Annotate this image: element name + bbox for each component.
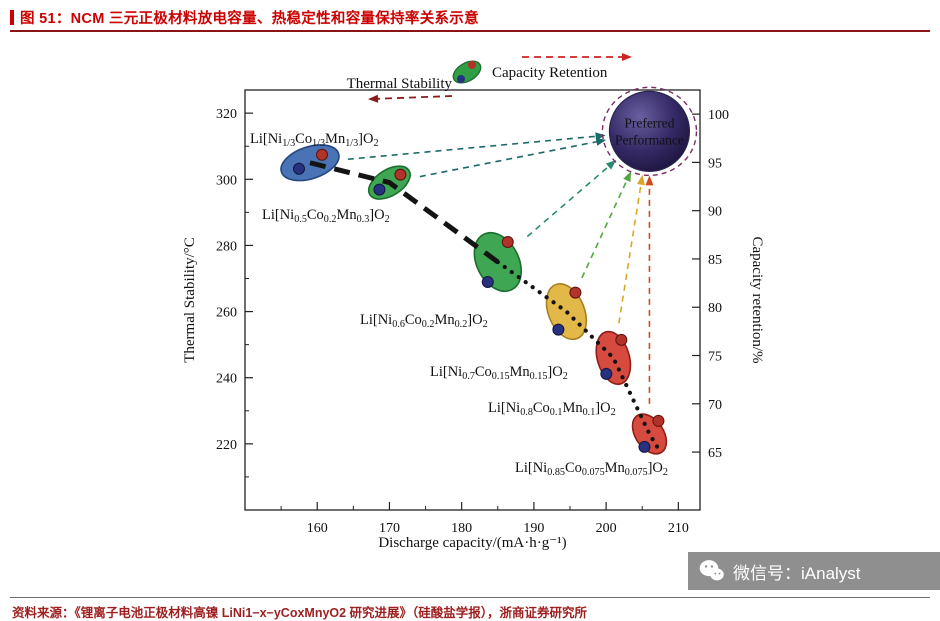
arrow-head-icon (636, 174, 645, 186)
watermark-bar: 微信号：iAnalyst (688, 552, 940, 590)
legend-blue-dot (457, 75, 465, 83)
figure-caption: 图 51：NCM 三元正极材料放电容量、热稳定性和容量保持率关系示意 (20, 10, 479, 27)
trend-line-dashed (309, 160, 500, 264)
arrow-head-icon (605, 160, 617, 170)
material-red-dot (394, 168, 407, 181)
preferred-label-line1: Preferred (624, 115, 674, 130)
material-blue-dot (552, 323, 565, 336)
material-blue-dot (293, 162, 305, 175)
y-left-tick-label: 300 (216, 173, 237, 188)
y-left-axis-title: Thermal Stability/°C (182, 237, 198, 363)
arrow-head-icon (623, 171, 632, 183)
material-label: Li[Ni1/3Co1/3Mn1/3]O2 (250, 131, 379, 149)
x-tick-label: 190 (523, 521, 544, 536)
y-right-tick-label: 85 (708, 253, 722, 268)
y-left-tick-label: 220 (216, 438, 237, 453)
y-left-tick-label: 320 (216, 107, 237, 122)
y-left-tick-label: 240 (216, 372, 237, 387)
arrow-head-icon (645, 175, 654, 186)
material-red-dot (652, 414, 665, 427)
y-left-tick-label: 280 (216, 239, 237, 254)
performance-arrow (618, 178, 643, 324)
y-right-tick-label: 65 (708, 446, 722, 461)
material-ellipse (631, 413, 668, 455)
header-divider (10, 30, 930, 32)
y-right-tick-label: 80 (708, 301, 722, 316)
x-tick-label: 170 (379, 521, 400, 536)
y-right-tick-label: 90 (708, 205, 722, 220)
figure-caption-bar: 图 51：NCM 三元正极材料放电容量、热稳定性和容量保持率关系示意 (10, 6, 479, 28)
x-tick-label: 210 (668, 521, 689, 536)
legend-red-dot (468, 61, 476, 69)
trend-line-dotted (495, 259, 661, 452)
plot-frame (244, 89, 701, 511)
x-tick-label: 160 (307, 521, 328, 536)
performance-arrow (419, 139, 603, 178)
y-left-tick-label: 260 (216, 306, 237, 321)
preferred-circle (608, 90, 691, 172)
material-ellipse (595, 330, 632, 386)
material-red-dot (316, 148, 328, 161)
y-right-tick-label: 75 (708, 350, 722, 365)
y-right-tick-label: 100 (708, 108, 729, 123)
y-right-tick-label: 70 (708, 398, 722, 413)
performance-arrow (347, 134, 602, 161)
performance-arrow (526, 162, 614, 238)
material-blue-dot (638, 440, 651, 453)
material-blue-dot (481, 275, 494, 288)
arrow-head-icon (368, 94, 379, 103)
material-label: Li[Ni0.85Co0.075Mn0.075]O2 (515, 460, 668, 478)
source-line: 资料来源：《锂离子电池正极材料高镍 LiNi1−x−yCoxMnyO2 研究进展… (12, 606, 588, 620)
material-blue-dot (600, 367, 613, 380)
legend-thermal-label: Thermal Stability (347, 76, 453, 92)
ncm-scatter-chart: 160 170 180 190 200 210 220 240 260 280 300 320 65 70… (182, 53, 765, 551)
material-label: Li[Ni0.6Co0.2Mn0.2]O2 (360, 312, 488, 330)
y-right-axis-title: Capacity retention/% (749, 236, 765, 363)
preferred-label-line2: Performance (615, 132, 684, 147)
material-label: Li[Ni0.7Co0.15Mn0.15]O2 (430, 364, 568, 382)
material-red-dot (615, 333, 628, 346)
legend-capacity-label: Capacity Retention (492, 65, 608, 81)
footer-divider (10, 597, 930, 598)
performance-arrow (371, 95, 453, 100)
performance-arrow (581, 174, 631, 279)
material-label: Li[Ni0.5Co0.2Mn0.3]O2 (262, 207, 390, 225)
material-label: Li[Ni0.8Co0.1Mn0.1]O2 (488, 400, 616, 418)
x-tick-label: 200 (596, 521, 617, 536)
arrow-head-icon (622, 53, 632, 61)
material-blue-dot (373, 183, 386, 196)
legend-ellipse-icon (452, 60, 482, 84)
wechat-icon (699, 559, 724, 580)
material-red-dot (501, 235, 514, 248)
y-right-tick-label: 95 (708, 156, 722, 171)
x-tick-label: 180 (451, 521, 472, 536)
material-red-dot (569, 286, 582, 299)
watermark-text: 微信号：iAnalyst (733, 563, 861, 583)
x-axis-title: Discharge capacity/(mA·h·g⁻¹) (378, 535, 566, 551)
arrow-head-icon (595, 137, 607, 146)
caption-accent-bar (10, 9, 14, 25)
